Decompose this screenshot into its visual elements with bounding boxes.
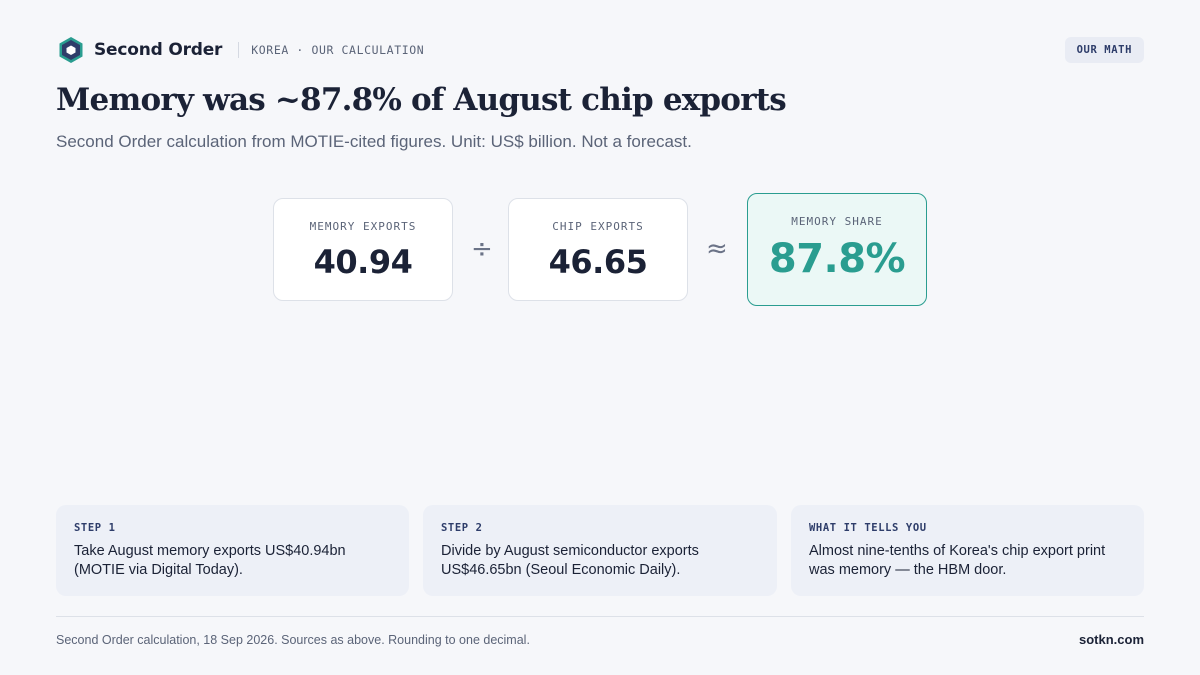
chip-exports-box: CHIP EXPORTS 46.65 bbox=[508, 198, 688, 301]
hexagon-logo-icon bbox=[59, 37, 83, 63]
footer-divider bbox=[56, 616, 1144, 617]
step-2-card: STEP 2 Divide by August semiconductor ex… bbox=[423, 505, 777, 596]
footer-note: Second Order calculation, 18 Sep 2026. S… bbox=[56, 633, 530, 647]
takeaway-heading: WHAT IT TELLS YOU bbox=[809, 522, 927, 534]
page-subtitle: Second Order calculation from MOTIE-cite… bbox=[56, 132, 692, 151]
page-title: Memory was ~87.8% of August chip exports bbox=[56, 82, 787, 118]
takeaway-text: Almost nine-tenths of Korea's chip expor… bbox=[809, 543, 1106, 578]
brand-name: Second Order bbox=[94, 40, 223, 60]
step-1-heading: STEP 1 bbox=[74, 522, 116, 534]
step-1-text: Take August memory exports US$40.94bn (M… bbox=[74, 543, 346, 578]
approx-symbol: ≈ bbox=[706, 234, 728, 264]
our-math-badge: OUR MATH bbox=[1064, 37, 1144, 63]
takeaway-card: WHAT IT TELLS YOU Almost nine-tenths of … bbox=[791, 505, 1144, 596]
chip-exports-value: 46.65 bbox=[548, 243, 648, 281]
site-link[interactable]: sotkn.com bbox=[1078, 632, 1144, 647]
memory-exports-box: MEMORY EXPORTS 40.94 bbox=[273, 198, 453, 301]
step-2-text: Divide by August semiconductor exports U… bbox=[441, 543, 699, 578]
memory-exports-label: MEMORY EXPORTS bbox=[309, 220, 417, 233]
memory-share-label: MEMORY SHARE bbox=[791, 215, 883, 228]
memory-exports-value: 40.94 bbox=[313, 243, 413, 281]
header-divider bbox=[238, 42, 240, 58]
header: Second Order KOREA · OUR CALCULATION OUR… bbox=[56, 36, 1144, 64]
chip-exports-label: CHIP EXPORTS bbox=[552, 220, 644, 233]
step-2-heading: STEP 2 bbox=[441, 522, 483, 534]
divide-symbol: ÷ bbox=[471, 234, 493, 264]
section-kicker: KOREA · OUR CALCULATION bbox=[251, 43, 425, 57]
memory-share-box: MEMORY SHARE 87.8% bbox=[747, 193, 927, 306]
memory-share-value: 87.8% bbox=[768, 236, 906, 282]
step-1-card: STEP 1 Take August memory exports US$40.… bbox=[56, 505, 409, 596]
